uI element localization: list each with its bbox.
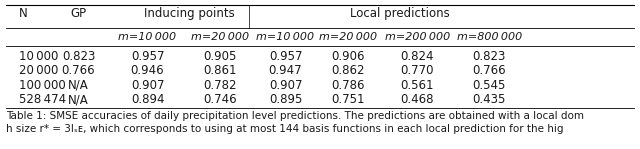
Text: 0.861: 0.861 — [203, 65, 236, 77]
Text: 0.746: 0.746 — [203, 93, 236, 106]
Text: N: N — [19, 7, 28, 20]
Text: Table 1: SMSE accuracies of daily precipitation level predictions. The predictio: Table 1: SMSE accuracies of daily precip… — [6, 111, 584, 121]
Text: 0.823: 0.823 — [473, 50, 506, 63]
Text: GP: GP — [70, 7, 86, 20]
Text: 0.947: 0.947 — [269, 65, 302, 77]
Text: 0.782: 0.782 — [203, 79, 236, 92]
Text: 10 000: 10 000 — [19, 50, 58, 63]
Text: h size r* = 3lₛᴇ, which corresponds to using at most 144 basis functions in each: h size r* = 3lₛᴇ, which corresponds to u… — [6, 124, 564, 134]
Text: 0.770: 0.770 — [401, 65, 434, 77]
Text: m=10 000: m=10 000 — [257, 32, 315, 42]
Text: 0.823: 0.823 — [62, 50, 95, 63]
Text: 0.895: 0.895 — [269, 93, 302, 106]
Text: N/A: N/A — [68, 79, 89, 92]
Text: 0.894: 0.894 — [131, 93, 164, 106]
Text: 0.435: 0.435 — [473, 93, 506, 106]
Text: 0.906: 0.906 — [332, 50, 365, 63]
Text: m=10 000: m=10 000 — [118, 32, 177, 42]
Text: Local predictions: Local predictions — [350, 7, 450, 20]
Text: m=20 000: m=20 000 — [191, 32, 249, 42]
Text: Inducing points: Inducing points — [145, 7, 236, 20]
Text: 0.957: 0.957 — [269, 50, 302, 63]
Text: 0.905: 0.905 — [203, 50, 236, 63]
Text: 100 000: 100 000 — [19, 79, 66, 92]
Text: 0.862: 0.862 — [332, 65, 365, 77]
Text: 0.468: 0.468 — [401, 93, 434, 106]
Text: 0.946: 0.946 — [131, 65, 164, 77]
Text: m=20 000: m=20 000 — [319, 32, 378, 42]
Text: N/A: N/A — [68, 93, 89, 106]
Text: 20 000: 20 000 — [19, 65, 58, 77]
Text: 0.766: 0.766 — [61, 65, 95, 77]
Text: 0.957: 0.957 — [131, 50, 164, 63]
Text: 528 474: 528 474 — [19, 93, 66, 106]
Text: 0.545: 0.545 — [473, 79, 506, 92]
Text: m=200 000: m=200 000 — [385, 32, 450, 42]
Text: 0.907: 0.907 — [269, 79, 302, 92]
Text: 0.907: 0.907 — [131, 79, 164, 92]
Text: 0.766: 0.766 — [472, 65, 506, 77]
Text: 0.786: 0.786 — [332, 79, 365, 92]
Text: 0.751: 0.751 — [332, 93, 365, 106]
Text: m=800 000: m=800 000 — [457, 32, 522, 42]
Text: 0.561: 0.561 — [401, 79, 434, 92]
Text: 0.824: 0.824 — [401, 50, 434, 63]
